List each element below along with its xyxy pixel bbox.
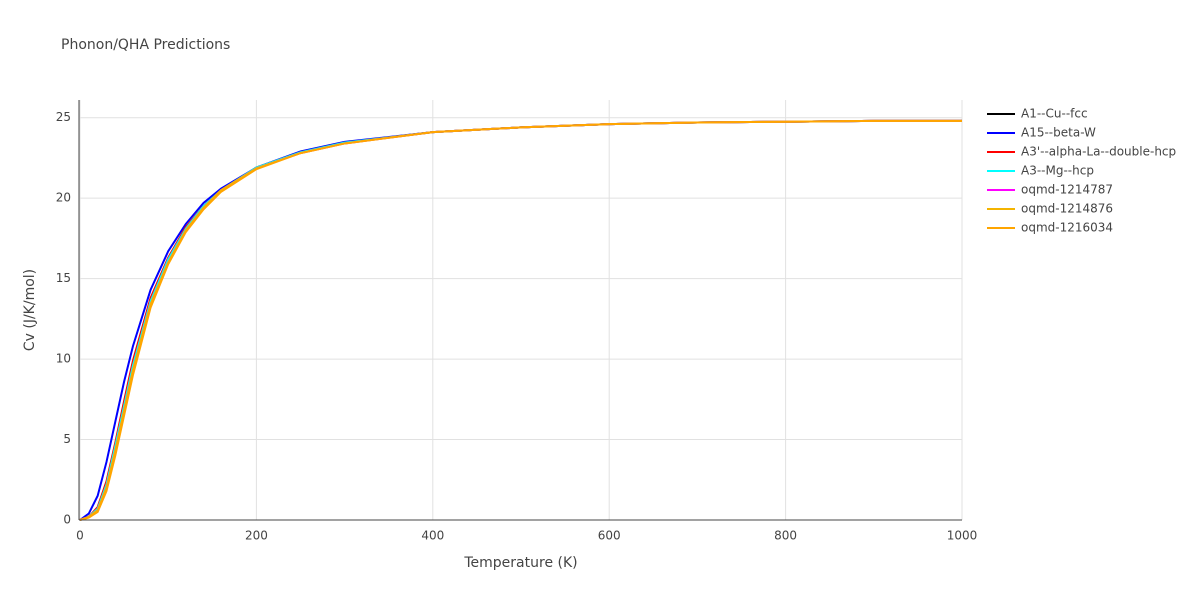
y-tick-label: 20 [56, 191, 71, 205]
legend: A1--Cu--fcc A15--beta-W A3'--alpha-La--dou… [987, 107, 1176, 235]
y-tick-label: 10 [56, 352, 71, 366]
x-axis-title: Temperature (K) [463, 555, 577, 571]
x-tick-label: 1000 [947, 529, 978, 543]
series-line [79, 119, 962, 521]
x-tick-label: 200 [245, 529, 268, 543]
grid [79, 100, 963, 521]
x-tick-label: 0 [76, 529, 84, 543]
y-tick-label: 5 [63, 432, 71, 446]
legend-label: oqmd-1214876 [1021, 202, 1113, 216]
series-line [79, 119, 962, 521]
x-tick-label: 600 [598, 529, 621, 543]
series-line [79, 119, 962, 521]
y-axis-title: Cv (J/K/mol) [22, 269, 38, 351]
legend-label: A3--Mg--hcp [1021, 164, 1094, 178]
legend-label: A15--beta-W [1021, 126, 1096, 140]
legend-label: oqmd-1216034 [1021, 221, 1113, 235]
y-tick-label: 15 [56, 271, 71, 285]
series-line [79, 119, 962, 521]
plot-lines [79, 119, 962, 521]
chart-title: Phonon/QHA Predictions [61, 37, 230, 53]
series-line [79, 119, 962, 521]
x-tick-label: 800 [774, 529, 797, 543]
y-tick-label: 0 [63, 513, 71, 527]
legend-label: A3'--alpha-La--double-hcp [1021, 145, 1176, 159]
x-tick-label: 400 [421, 529, 444, 543]
legend-label: A1--Cu--fcc [1021, 107, 1088, 121]
legend-label: oqmd-1214787 [1021, 183, 1113, 197]
series-line [79, 119, 962, 521]
y-tick-label: 25 [56, 110, 71, 124]
series-line [79, 119, 962, 521]
